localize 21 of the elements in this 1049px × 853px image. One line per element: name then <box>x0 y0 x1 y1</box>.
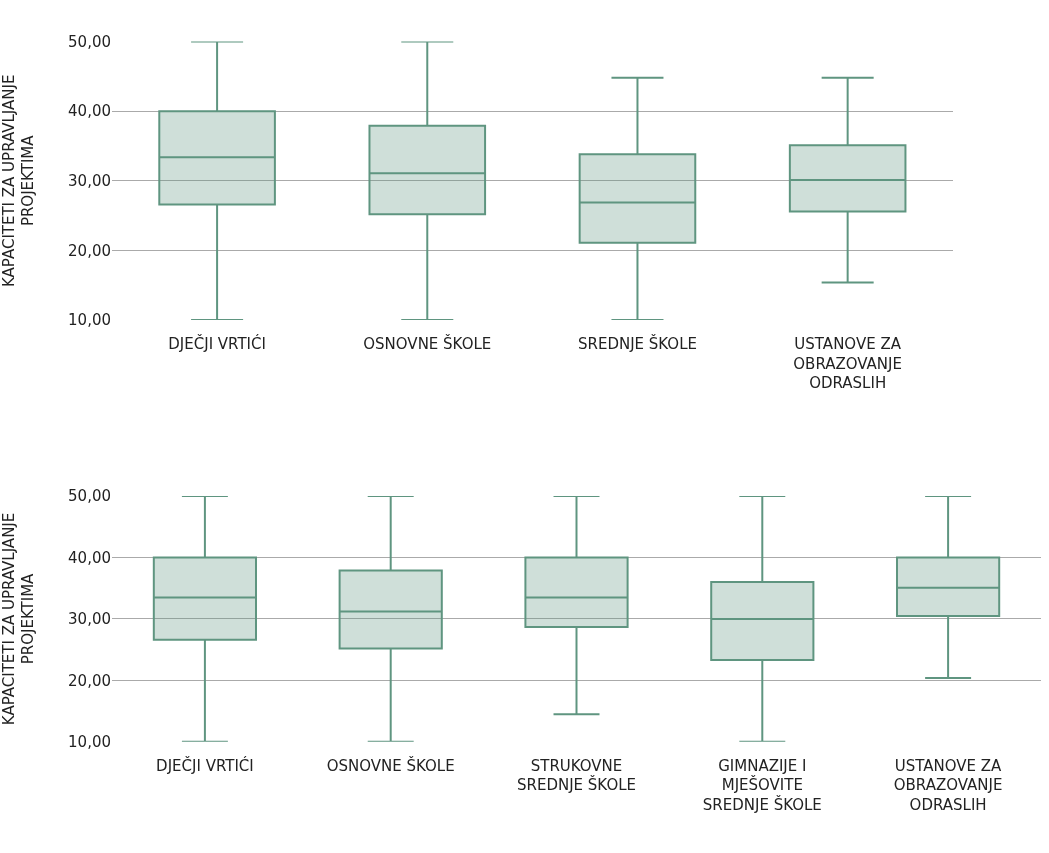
x-tick-label: SREDNJE ŠKOLE <box>577 334 697 354</box>
y-tick-label: 20,00 <box>68 241 111 260</box>
x-tick-label: OSNOVNE ŠKOLE <box>363 334 492 354</box>
y-tick-label: 40,00 <box>68 102 111 121</box>
x-tick-label: DJEČJI VRTIĆI <box>168 334 266 354</box>
x-tick-label: OSNOVNE ŠKOLE <box>326 755 455 775</box>
x-tick-label: USTANOVE ZA OBRAZOVANJE ODRASLIH <box>893 756 1003 814</box>
y-axis-title: KAPACITETI ZA UPRAVLJANJE PROJEKTIMA <box>0 512 38 726</box>
y-tick-label: 30,00 <box>68 172 111 191</box>
y-tick-label: 20,00 <box>68 671 111 690</box>
y-tick-label: 10,00 <box>68 733 111 752</box>
x-tick-label: STRUKOVNE SREDNJE ŠKOLE <box>516 756 637 795</box>
y-tick-label: 50,00 <box>68 32 111 51</box>
y-tick-label: 50,00 <box>68 487 111 506</box>
y-tick-label: 30,00 <box>68 610 111 629</box>
y-tick-label: 40,00 <box>68 548 111 567</box>
y-axis-title: KAPACITETI ZA UPRAVLJANJE PROJEKTIMA <box>0 74 38 288</box>
x-tick-label: DJEČJI VRTIĆI <box>156 755 254 775</box>
x-tick-label: USTANOVE ZA OBRAZOVANJE ODRASLIH <box>793 335 902 393</box>
y-tick-label: 10,00 <box>68 311 111 330</box>
x-tick-label: GIMNAZIJE I MJEŠOVITE SREDNJE ŠKOLE <box>702 756 822 814</box>
